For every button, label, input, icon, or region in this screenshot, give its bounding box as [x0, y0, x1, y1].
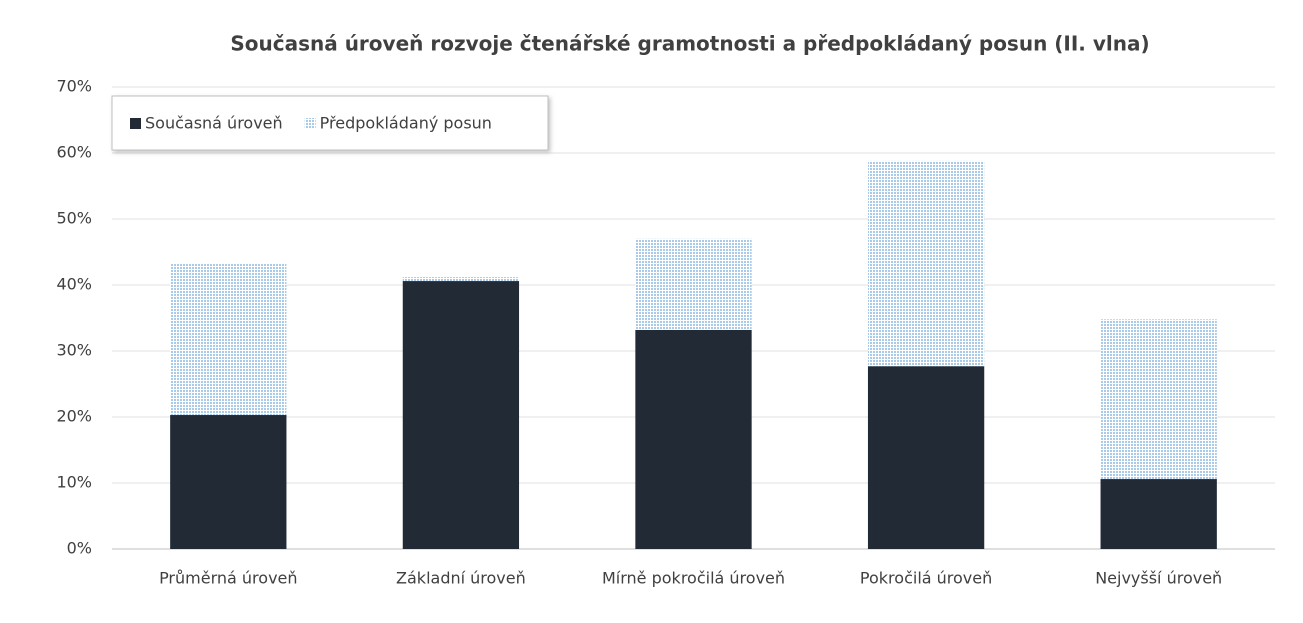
- x-tick-label: Nejvyšší úroveň: [1095, 569, 1222, 588]
- y-tick-label: 60%: [56, 143, 92, 162]
- chart-title: Současná úroveň rozvoje čtenářské gramot…: [230, 32, 1149, 56]
- y-tick-label: 70%: [56, 77, 92, 96]
- bar-segment: [170, 263, 287, 416]
- bar-segment: [170, 415, 287, 549]
- bar-segment: [867, 160, 985, 367]
- x-tick-label: Pokročilá úroveň: [860, 569, 992, 588]
- bar-segment: [635, 329, 752, 549]
- x-tick-label: Základní úroveň: [396, 569, 526, 588]
- y-tick-label: 10%: [56, 473, 92, 492]
- x-tick-label: Mírně pokročilá úroveň: [602, 569, 785, 588]
- legend-swatch: [130, 118, 141, 129]
- legend: Současná úroveň Předpokládaný posun: [111, 95, 549, 151]
- y-tick-label: 0%: [67, 539, 92, 558]
- y-tick-label: 30%: [56, 341, 92, 360]
- y-tick-label: 50%: [56, 209, 92, 228]
- y-tick-label: 20%: [56, 407, 92, 426]
- x-tick-label: Průměrná úroveň: [159, 569, 297, 588]
- legend-swatch: [304, 118, 316, 129]
- legend-label: Předpokládaný posun: [320, 114, 492, 133]
- bar-segment: [402, 277, 520, 282]
- legend-label: Současná úroveň: [145, 114, 283, 133]
- bar-segment: [402, 281, 520, 549]
- bar-segment: [1100, 479, 1217, 549]
- y-tick-label: 40%: [56, 275, 92, 294]
- legend-box: [111, 95, 549, 151]
- bar-segment: [1100, 319, 1217, 480]
- bar-segment: [867, 366, 985, 549]
- bar-segment: [635, 238, 752, 330]
